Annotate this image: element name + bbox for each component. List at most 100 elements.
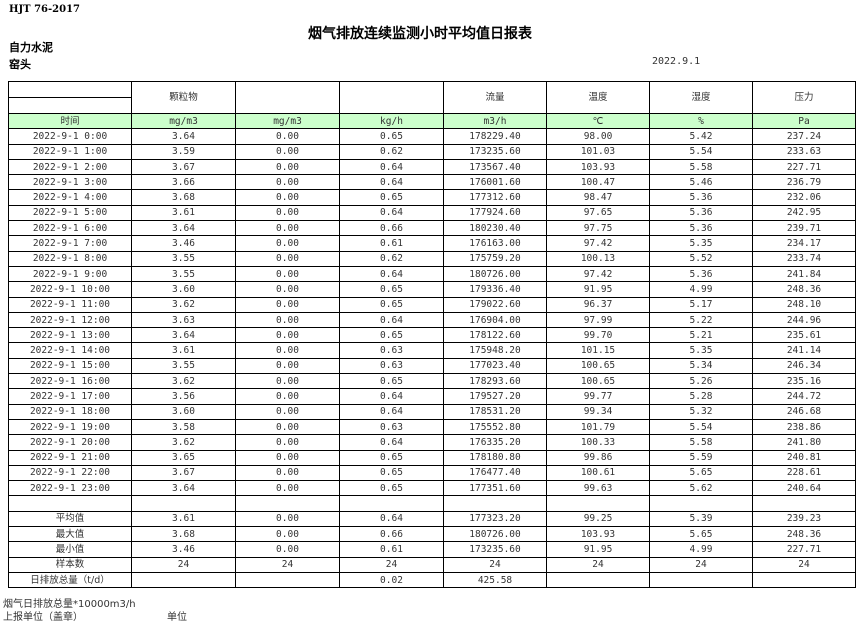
stat-value: 3.61 <box>131 510 236 528</box>
value-cell: 0.61 <box>339 235 444 252</box>
table-row: 2022-9-1 6:00 3.64 0.00 0.66 180230.40 97.75 5… <box>8 220 856 237</box>
value-cell: 0.00 <box>235 189 340 206</box>
value-cell: 99.77 <box>546 388 650 405</box>
table-row: 2022-9-1 21:00 3.65 0.00 0.65 178180.80 99.86… <box>8 449 856 466</box>
value-cell: 176001.60 <box>443 174 547 191</box>
time-cell: 2022-9-1 10:00 <box>8 281 132 298</box>
table-row: 2022-9-1 19:00 3.58 0.00 0.63 175552.80 101.7… <box>8 418 856 436</box>
value-cell: 179336.40 <box>443 281 547 298</box>
value-cell: 3.55 <box>131 250 236 267</box>
empty-cell <box>649 495 753 512</box>
time-cell: 2022-9-1 12:00 <box>8 311 132 329</box>
report-title: 烟气排放连续监测小时平均值日报表 <box>308 26 532 42</box>
value-cell: 103.93 <box>546 158 650 176</box>
stat-value: 180726.00 <box>443 526 547 543</box>
value-cell: 178229.40 <box>443 128 547 145</box>
empty-cell <box>752 495 856 512</box>
stat-value <box>546 571 650 589</box>
value-cell: 0.00 <box>235 158 340 176</box>
stat-value: 0.00 <box>235 526 340 543</box>
value-cell: 100.61 <box>546 464 650 482</box>
stat-value: 91.95 <box>546 541 650 558</box>
stat-value: 248.36 <box>752 526 856 543</box>
value-cell: 173567.40 <box>443 158 547 176</box>
time-cell: 2022-9-1 7:00 <box>8 235 132 252</box>
value-cell: 0.00 <box>235 250 340 267</box>
value-cell: 3.67 <box>131 464 236 482</box>
table-row: 2022-9-1 20:00 3.62 0.00 0.64 176335.20 100.3… <box>8 434 856 451</box>
value-cell: 0.00 <box>235 128 340 145</box>
value-cell: 179022.60 <box>443 296 547 313</box>
value-cell: 97.42 <box>546 235 650 252</box>
value-cell: 97.65 <box>546 204 650 222</box>
stat-value: 0.66 <box>339 526 444 543</box>
time-cell: 2022-9-1 4:00 <box>8 189 132 206</box>
value-cell: 235.61 <box>752 327 856 344</box>
value-cell: 0.00 <box>235 388 340 405</box>
value-cell: 0.00 <box>235 281 340 298</box>
value-cell: 5.21 <box>649 327 753 344</box>
stat-value: 5.39 <box>649 510 753 528</box>
stat-value: 227.71 <box>752 541 856 558</box>
value-cell: 3.61 <box>131 204 236 222</box>
time-cell: 2022-9-1 14:00 <box>8 342 132 359</box>
value-cell: 175948.20 <box>443 342 547 359</box>
stat-value: 24 <box>649 556 753 573</box>
empty-cell <box>235 495 340 512</box>
stat-value: 24 <box>339 556 444 573</box>
value-cell: 244.96 <box>752 311 856 329</box>
stat-value: 3.68 <box>131 526 236 543</box>
footer-report-unit: 上报单位（盖章） <box>3 612 83 623</box>
value-cell: 91.95 <box>546 281 650 298</box>
footer-note: 烟气日排放总量*10000m3/h <box>3 599 136 610</box>
value-cell: 5.62 <box>649 480 753 497</box>
time-cell: 2022-9-1 18:00 <box>8 403 132 420</box>
table-row: 2022-9-1 10:00 3.60 0.00 0.65 179336.40 91.95… <box>8 281 856 298</box>
value-cell: 234.17 <box>752 235 856 252</box>
value-cell: 5.65 <box>649 464 753 482</box>
stat-label: 平均值 <box>8 510 132 528</box>
stat-value: 99.25 <box>546 510 650 528</box>
value-cell: 100.33 <box>546 434 650 451</box>
stat-value: 0.64 <box>339 510 444 528</box>
stat-value: 5.65 <box>649 526 753 543</box>
value-cell: 0.64 <box>339 265 444 283</box>
stat-value: 0.00 <box>235 510 340 528</box>
table-row: 2022-9-1 2:00 3.67 0.00 0.64 173567.40 103.93… <box>8 158 856 176</box>
value-cell: 5.36 <box>649 265 753 283</box>
value-cell: 177924.60 <box>443 204 547 222</box>
table-row: 2022-9-1 23:00 3.64 0.00 0.65 177351.60 99.63… <box>8 480 856 497</box>
stats-row: 平均值 3.61 0.00 0.64 177323.20 99.25 5.39 239.23 <box>8 510 856 528</box>
value-cell: 177351.60 <box>443 480 547 497</box>
empty-cell <box>8 495 132 512</box>
value-cell: 100.65 <box>546 373 650 390</box>
value-cell: 5.59 <box>649 449 753 466</box>
value-cell: 5.34 <box>649 357 753 375</box>
stat-value: 3.46 <box>131 541 236 558</box>
value-cell: 238.86 <box>752 418 856 436</box>
value-cell: 241.14 <box>752 342 856 359</box>
value-cell: 180726.00 <box>443 265 547 283</box>
header-row: 颗粒物 流量 温度 湿度 压力 <box>8 81 856 114</box>
unit-cell: ℃ <box>546 112 650 130</box>
value-cell: 173235.60 <box>443 143 547 160</box>
value-cell: 175759.20 <box>443 250 547 267</box>
value-cell: 246.68 <box>752 403 856 420</box>
value-cell: 3.64 <box>131 327 236 344</box>
value-cell: 0.00 <box>235 480 340 497</box>
value-cell: 3.59 <box>131 143 236 160</box>
unit-cell: mg/m3 <box>235 112 340 130</box>
value-cell: 0.62 <box>339 143 444 160</box>
value-cell: 5.36 <box>649 220 753 237</box>
value-cell: 0.00 <box>235 143 340 160</box>
header-cell: 流量 <box>443 81 547 114</box>
value-cell: 0.00 <box>235 327 340 344</box>
value-cell: 180230.40 <box>443 220 547 237</box>
stats-row: 样本数 24 24 24 24 24 24 24 <box>8 556 856 573</box>
value-cell: 0.00 <box>235 464 340 482</box>
value-cell: 233.63 <box>752 143 856 160</box>
time-cell: 2022-9-1 3:00 <box>8 174 132 191</box>
time-cell: 2022-9-1 2:00 <box>8 158 132 176</box>
value-cell: 3.62 <box>131 373 236 390</box>
value-cell: 0.65 <box>339 449 444 466</box>
